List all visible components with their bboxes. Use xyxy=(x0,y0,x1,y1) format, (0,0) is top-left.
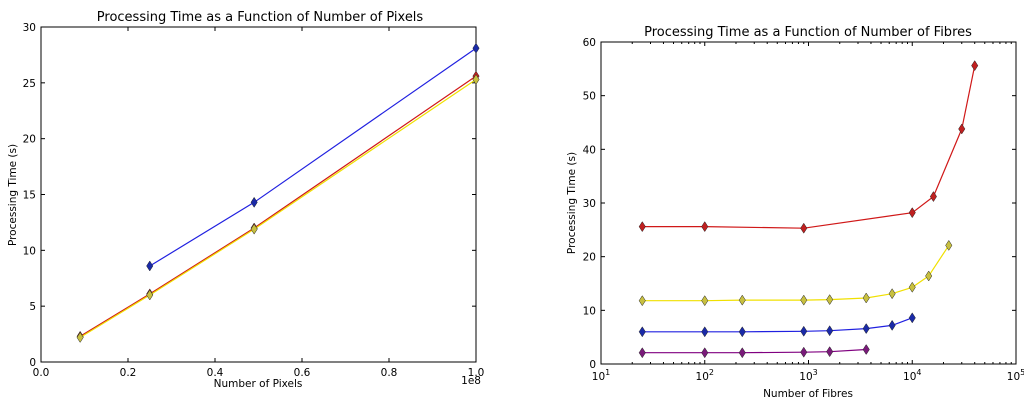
data-point xyxy=(146,289,154,301)
x-tick-label: 0.8 xyxy=(381,367,398,379)
series-line-3 xyxy=(642,348,867,354)
x-axis-label: Number of Pixels xyxy=(214,378,303,390)
y-tick-label: 30 xyxy=(583,198,596,210)
data-point xyxy=(862,292,870,304)
data-point xyxy=(472,42,480,54)
series-line-1 xyxy=(79,79,477,338)
series-line-0 xyxy=(79,75,477,337)
x-tick-label: 0.2 xyxy=(120,367,137,379)
data-point xyxy=(826,325,834,337)
y-tick-label: 15 xyxy=(23,190,36,202)
chart-pixels: Processing Time as a Function of Number … xyxy=(7,10,484,390)
data-point xyxy=(638,326,646,338)
data-point xyxy=(701,221,709,233)
data-point xyxy=(862,323,870,335)
data-point xyxy=(250,196,258,208)
x-axis-label: Number of Fibres xyxy=(763,388,853,400)
data-point xyxy=(701,295,709,307)
data-point xyxy=(800,294,808,306)
x-tick-label: 102 xyxy=(696,368,714,383)
chart-title: Processing Time as a Function of Number … xyxy=(644,25,972,40)
y-tick-label: 30 xyxy=(23,22,36,34)
chart-title: Processing Time as a Function of Number … xyxy=(97,10,424,25)
data-point xyxy=(826,294,834,306)
data-point xyxy=(472,74,480,85)
y-tick-label: 5 xyxy=(29,301,36,313)
data-point xyxy=(908,207,916,219)
y-axis-label: Processing Time (s) xyxy=(566,152,578,254)
data-point xyxy=(888,288,896,300)
data-point xyxy=(738,294,746,306)
axes-frame xyxy=(600,41,1017,365)
series-line-0 xyxy=(642,65,976,229)
data-point xyxy=(701,326,709,338)
y-tick-label: 20 xyxy=(23,134,36,146)
x-tick-label: 0.0 xyxy=(33,367,50,379)
data-point xyxy=(800,325,808,337)
y-tick-label: 50 xyxy=(583,91,596,103)
data-point xyxy=(862,344,870,355)
data-point xyxy=(826,346,834,358)
x-tick-label: 104 xyxy=(903,368,921,383)
x-tick-label: 0.6 xyxy=(294,367,311,379)
series-line-2 xyxy=(149,47,477,267)
y-tick-label: 40 xyxy=(583,144,596,156)
x-tick-label: 101 xyxy=(592,368,610,383)
data-point xyxy=(888,319,896,331)
data-point xyxy=(971,60,979,72)
data-point xyxy=(701,347,709,359)
y-axis-label: Processing Time (s) xyxy=(7,144,19,246)
x-tick-label: 0.4 xyxy=(207,367,224,379)
y-tick-label: 25 xyxy=(23,78,36,90)
data-point xyxy=(638,295,646,307)
data-point xyxy=(945,239,953,251)
data-point xyxy=(908,281,916,293)
data-point xyxy=(958,123,966,135)
data-point xyxy=(76,331,84,343)
data-point xyxy=(250,223,258,235)
series-line-1 xyxy=(642,245,950,302)
data-point xyxy=(638,347,646,359)
data-point xyxy=(925,270,933,282)
data-point xyxy=(800,346,808,358)
x-tick-label: 105 xyxy=(1007,368,1024,383)
axes-frame xyxy=(40,26,477,363)
data-point xyxy=(800,222,808,234)
x-tick-label: 103 xyxy=(799,368,817,383)
y-tick-label: 0 xyxy=(589,359,596,371)
x-tick-label: 1.0 xyxy=(468,367,485,379)
plot-area: 0 5 10 15 20 25 30 0.0 0.2 0.4 0.6 0.8 1.0 xyxy=(23,22,485,379)
data-point xyxy=(146,260,154,272)
data-point xyxy=(908,312,916,324)
data-point xyxy=(738,326,746,338)
x-multiplier-label: 1e8 xyxy=(461,375,481,387)
y-tick-label: 60 xyxy=(583,37,596,49)
data-point xyxy=(929,191,937,203)
chart-fibres: Processing Time as a Function of Number … xyxy=(566,25,1024,400)
y-tick-label: 10 xyxy=(23,245,36,257)
y-tick-label: 10 xyxy=(583,305,596,317)
series-line-2 xyxy=(642,317,913,333)
y-tick-label: 0 xyxy=(29,357,36,369)
plot-area: 0 10 20 30 40 50 60 101 102 103 104 105 xyxy=(583,37,1024,383)
data-point xyxy=(638,221,646,233)
data-point xyxy=(738,347,746,359)
y-tick-label: 20 xyxy=(583,252,596,264)
